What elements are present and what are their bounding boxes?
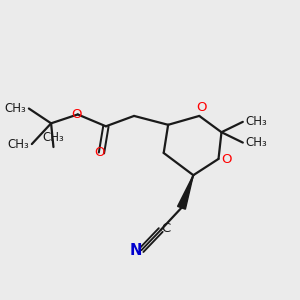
- Text: O: O: [196, 101, 207, 114]
- Text: CH₃: CH₃: [43, 131, 64, 144]
- Text: CH₃: CH₃: [245, 115, 267, 128]
- Text: C: C: [161, 222, 171, 235]
- Text: CH₃: CH₃: [7, 138, 29, 151]
- Text: O: O: [222, 153, 232, 166]
- Text: CH₃: CH₃: [245, 136, 267, 149]
- Text: CH₃: CH₃: [4, 102, 26, 115]
- Text: O: O: [95, 146, 105, 160]
- Polygon shape: [178, 175, 193, 209]
- Text: O: O: [71, 108, 82, 121]
- Text: N: N: [130, 243, 142, 258]
